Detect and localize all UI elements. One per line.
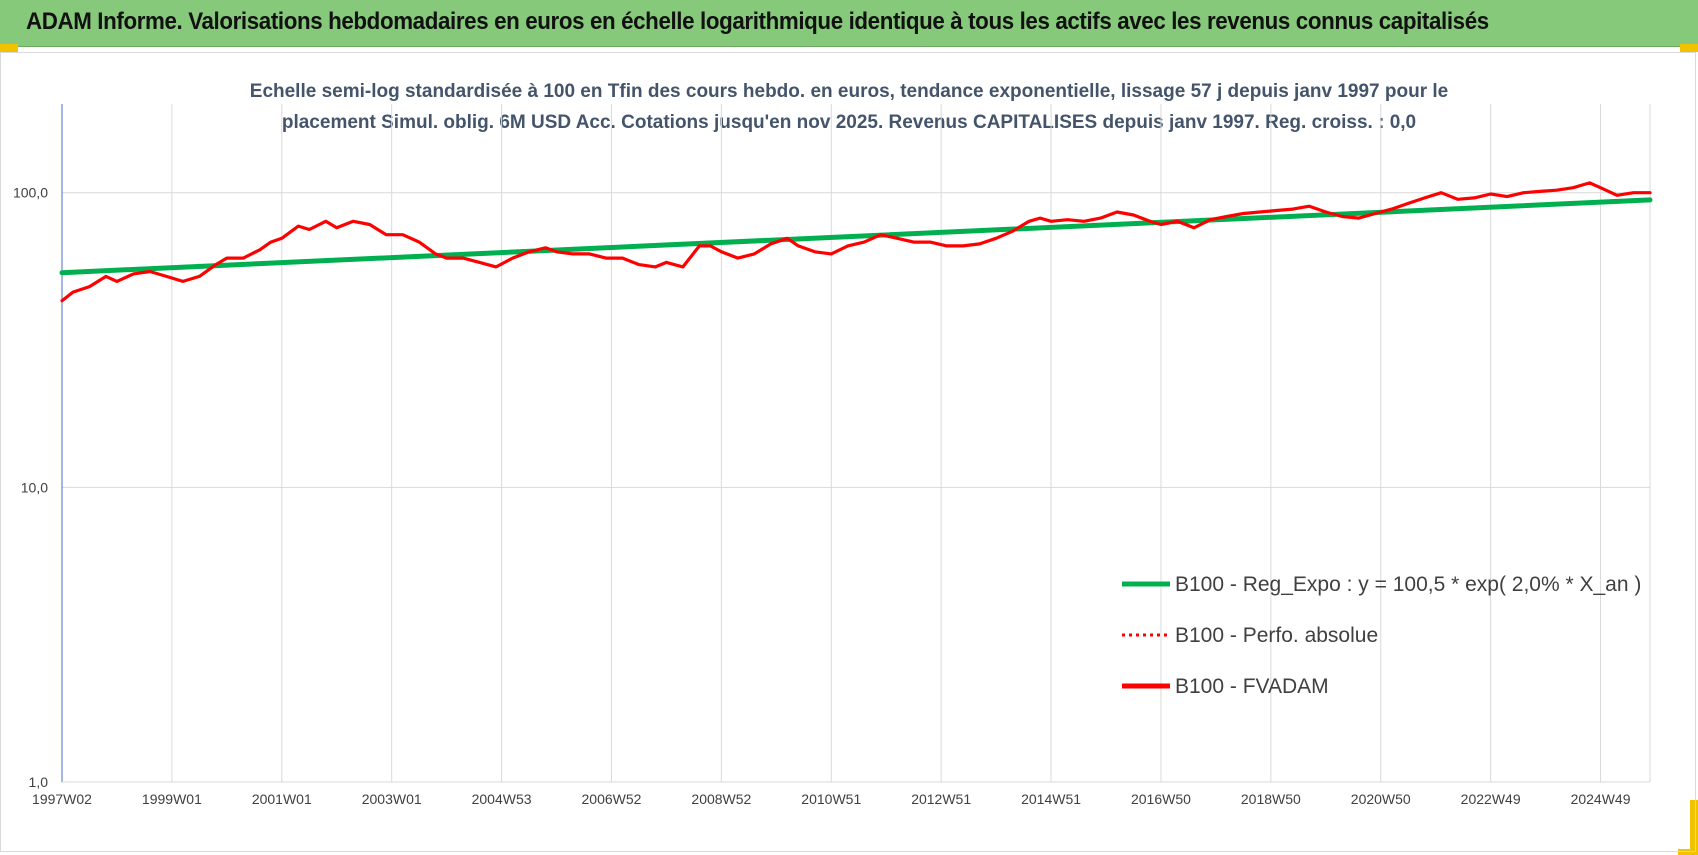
x-tick-label: 2018W50: [1241, 791, 1301, 807]
chart-frame: [0, 52, 1696, 852]
x-tick-label: 2008W52: [691, 791, 751, 807]
x-tick-label: 2004W53: [472, 791, 532, 807]
x-tick-label: 1997W02: [32, 791, 92, 807]
x-tick-label: 2014W51: [1021, 791, 1081, 807]
x-tick-label: 2010W51: [801, 791, 861, 807]
y-tick-label: 1,0: [29, 774, 49, 790]
x-tick-label: 2006W52: [582, 791, 642, 807]
corner-marker-bottom-right-base: [1678, 849, 1698, 855]
report-title: ADAM Informe. Valorisations hebdomadaire…: [26, 8, 1489, 35]
x-tick-label: 2001W01: [252, 791, 312, 807]
x-tick-label: 1999W01: [142, 791, 202, 807]
series-line-2: [60, 181, 1652, 303]
y-axis-ticks: 1,0 10,0 100,0: [13, 185, 48, 790]
legend: B100 - Reg_Expo : y = 100,5 * exp( 2,0% …: [1122, 573, 1641, 698]
series-lines: [59, 181, 1653, 303]
x-tick-label: 2022W49: [1461, 791, 1521, 807]
x-tick-label: 2016W50: [1131, 791, 1191, 807]
corner-marker-top-right: [1680, 44, 1698, 52]
x-tick-label: 2024W49: [1571, 791, 1631, 807]
legend-entry-1: B100 - Perfo. absolue: [1175, 624, 1378, 647]
grid: [62, 104, 1651, 783]
chart-subtitle-line-1: Echelle semi-log standardisée à 100 en T…: [250, 81, 1448, 102]
legend-entry-2: B100 - FVADAM: [1175, 675, 1329, 698]
corner-marker-top-left: [0, 44, 18, 52]
y-tick-label: 100,0: [13, 185, 48, 201]
x-tick-label: 2012W51: [911, 791, 971, 807]
corner-marker-bottom-right: [1690, 800, 1698, 855]
chart-subtitle-line-2: placement Simul. oblig. 6M USD Acc. Cota…: [282, 112, 1416, 133]
x-tick-label: 2020W50: [1351, 791, 1411, 807]
legend-entry-0: B100 - Reg_Expo : y = 100,5 * exp( 2,0% …: [1175, 573, 1641, 596]
report-banner: ADAM Informe. Valorisations hebdomadaire…: [0, 0, 1698, 47]
x-tick-label: 2003W01: [362, 791, 422, 807]
x-axis-ticks: 1997W02 1999W01 2001W01 2003W01 2004W53 2006W…: [32, 791, 1631, 807]
axes: [61, 104, 1650, 783]
y-tick-label: 10,0: [21, 479, 48, 495]
series-line-0: [59, 197, 1653, 276]
